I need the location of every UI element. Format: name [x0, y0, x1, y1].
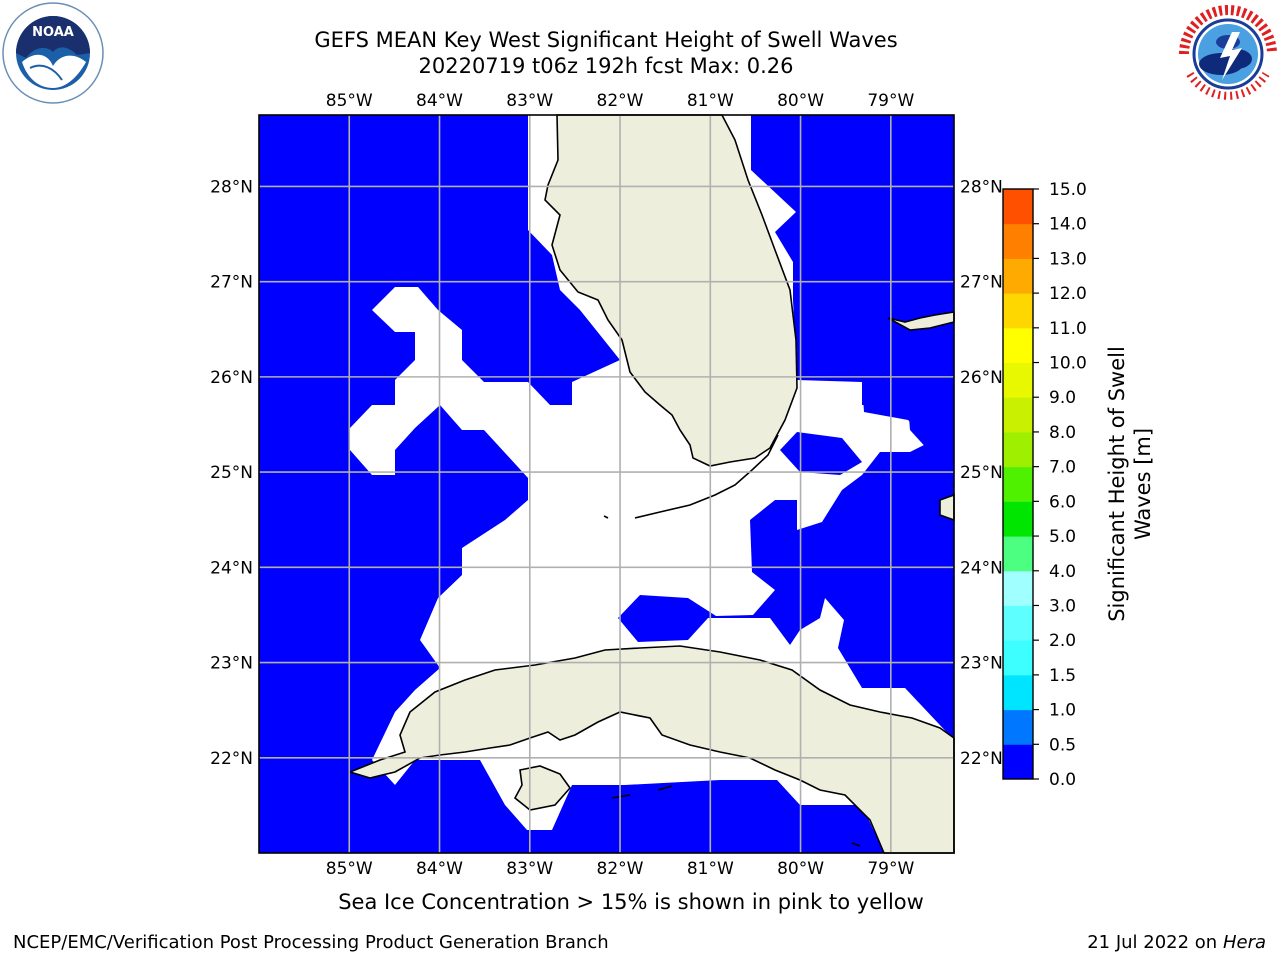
- lon-label-top: 83°W: [506, 91, 553, 111]
- lon-label-bottom: 83°W: [506, 859, 553, 879]
- colorbar-segment: [1003, 397, 1033, 433]
- lat-label-left: 25°N: [210, 463, 253, 483]
- lon-label-top: 80°W: [777, 91, 824, 111]
- footer-date: 21 Jul 2022 on Hera: [1087, 932, 1266, 953]
- lat-label-left: 28°N: [210, 177, 253, 197]
- figure-title-line1: GEFS MEAN Key West Significant Height of…: [314, 28, 898, 52]
- lon-label-bottom: 82°W: [597, 859, 644, 879]
- lon-label-bottom: 85°W: [326, 859, 373, 879]
- colorbar-segment: [1003, 362, 1033, 398]
- svg-text:NOAA: NOAA: [32, 25, 74, 40]
- colorbar-tick-label: 0.0: [1049, 770, 1076, 790]
- colorbar-segment: [1003, 640, 1033, 676]
- colorbar-segment: [1003, 674, 1033, 711]
- colorbar-tick-label: 11.0: [1049, 319, 1087, 339]
- map-frame: [258, 114, 955, 854]
- lat-label-left: 23°N: [210, 654, 253, 674]
- lat-label-left: 24°N: [210, 558, 253, 578]
- colorbar-tick-label: 6.0: [1049, 492, 1076, 512]
- national-weather-service-logo: [1178, 4, 1278, 104]
- colorbar-tick-label: 12.0: [1049, 284, 1087, 304]
- colorbar-tick-label: 0.5: [1049, 735, 1076, 755]
- colorbar-frame: [1002, 188, 1034, 780]
- colorbar-segment: [1003, 536, 1033, 572]
- lat-labels-right: 28°N 27°N 26°N 25°N 24°N 23°N 22°N: [960, 177, 1003, 768]
- colorbar: [1003, 189, 1033, 780]
- lat-label-right: 27°N: [960, 273, 1003, 293]
- colorbar-segment: [1003, 570, 1033, 606]
- ocean-pocket: [908, 405, 954, 452]
- colorbar-tick-label: 4.0: [1049, 562, 1076, 582]
- isla-de-la-juventud: [513, 765, 572, 811]
- colorbar-tick-label: 5.0: [1049, 527, 1076, 547]
- colorbar-segment: [1003, 709, 1033, 745]
- colorbar-segment: [1003, 605, 1033, 641]
- lon-label-top: 79°W: [867, 91, 914, 111]
- lon-label-bottom: 80°W: [777, 859, 824, 879]
- colorbar-tick-label: 10.0: [1049, 354, 1087, 374]
- lat-label-right: 22°N: [960, 749, 1003, 769]
- lon-label-top: 85°W: [326, 91, 373, 111]
- colorbar-tick-label: 15.0: [1049, 180, 1087, 200]
- colorbar-segment: [1003, 327, 1033, 364]
- lon-label-top: 84°W: [416, 91, 463, 111]
- ocean-pocket: [862, 285, 908, 405]
- colorbar-tick-label: 3.0: [1049, 596, 1076, 616]
- colorbar-segment: [1003, 466, 1033, 502]
- footer-date-text: 21 Jul 2022 on: [1087, 932, 1223, 953]
- florida-keys: [603, 434, 861, 847]
- colorbar-tick-label: 1.0: [1049, 701, 1076, 721]
- lat-label-left: 26°N: [210, 368, 253, 388]
- florida-peninsula: [544, 114, 798, 467]
- footer-host: Hera: [1222, 932, 1266, 953]
- footer-branch: NCEP/EMC/Verification Post Processing Pr…: [13, 932, 609, 953]
- ocean-pocket: [865, 502, 884, 548]
- colorbar-tick-label: 7.0: [1049, 458, 1076, 478]
- lat-label-right: 26°N: [960, 368, 1003, 388]
- sea-ice-caption: Sea Ice Concentration > 15% is shown in …: [338, 890, 924, 914]
- lat-label-right: 24°N: [960, 558, 1003, 578]
- lat-label-right: 25°N: [960, 463, 1003, 483]
- lon-label-top: 82°W: [597, 91, 644, 111]
- colorbar-segment: [1003, 501, 1033, 537]
- colorbar-segment: [1003, 223, 1033, 259]
- lat-label-left: 27°N: [210, 273, 253, 293]
- colorbar-title-line1: Significant Height of Swell: [1105, 346, 1129, 622]
- gridlines: [259, 115, 954, 853]
- colorbar-tick-label: 2.0: [1049, 631, 1076, 651]
- lon-label-bottom: 84°W: [416, 859, 463, 879]
- colorbar-segment: [1003, 431, 1033, 468]
- colorbar-segment: [1003, 744, 1033, 780]
- colorbar-tick-label: 9.0: [1049, 388, 1076, 408]
- lon-label-bottom: 81°W: [687, 859, 734, 879]
- lat-label-right: 28°N: [960, 177, 1003, 197]
- colorbar-ticks: 0.0 0.5 1.0 1.5 2.0 3.0 4.0 5.0 6.0 7.0 8.0 9.0 10.0…: [1033, 180, 1087, 790]
- lon-label-top: 81°W: [687, 91, 734, 111]
- colorbar-tick-label: 8.0: [1049, 423, 1076, 443]
- bahamas-andros: [939, 493, 955, 522]
- colorbar-title-line2: Waves [m]: [1131, 428, 1155, 540]
- lon-labels-top: 85°W 84°W 83°W 82°W 81°W 80°W 79°W: [326, 91, 915, 111]
- figure-title-line2: 20220719 t06z 192h fcst Max: 0.26: [418, 54, 794, 78]
- colorbar-tick-label: 13.0: [1049, 249, 1087, 269]
- colorbar-segment: [1003, 293, 1033, 329]
- lat-labels-left: 28°N 27°N 26°N 25°N 24°N 23°N 22°N: [210, 177, 253, 768]
- colorbar-segment: [1003, 189, 1033, 225]
- colorbar-tick-label: 14.0: [1049, 215, 1087, 235]
- cuba: [347, 645, 955, 854]
- colorbar-tick-label: 1.5: [1049, 666, 1076, 686]
- noaa-logo: NOAA: [2, 2, 104, 104]
- land: [347, 114, 955, 854]
- lat-label-right: 23°N: [960, 654, 1003, 674]
- lat-label-left: 22°N: [210, 749, 253, 769]
- lon-label-bottom: 79°W: [867, 859, 914, 879]
- colorbar-segment: [1003, 258, 1033, 294]
- lon-labels-bottom: 85°W 84°W 83°W 82°W 81°W 80°W 79°W: [326, 859, 915, 879]
